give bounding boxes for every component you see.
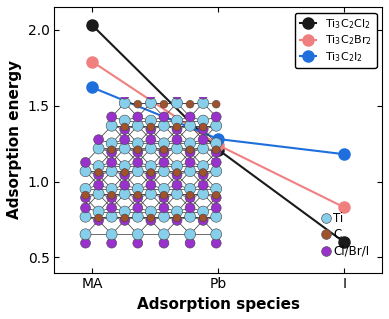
Line: Ti$_3$C$_2$I$_2$: Ti$_3$C$_2$I$_2$ xyxy=(87,82,350,160)
Line: Ti$_3$C$_2$Br$_2$: Ti$_3$C$_2$Br$_2$ xyxy=(87,56,350,213)
Ti$_3$C$_2$I$_2$ xyxy=(90,85,95,89)
Ti$_3$C$_2$Cl$_2$ xyxy=(90,23,95,27)
Ti$_3$C$_2$Cl$_2$ xyxy=(216,148,221,152)
Ti$_3$C$_2$I$_2$ xyxy=(216,137,221,141)
Ti$_3$C$_2$I$_2$ xyxy=(342,152,347,156)
Y-axis label: Adsorption energy: Adsorption energy xyxy=(7,60,22,219)
Ti$_3$C$_2$Br$_2$ xyxy=(90,60,95,63)
Ti$_3$C$_2$Br$_2$ xyxy=(216,143,221,147)
Legend: Ti, C, Cl/Br/I: Ti, C, Cl/Br/I xyxy=(319,208,373,262)
Line: Ti$_3$C$_2$Cl$_2$: Ti$_3$C$_2$Cl$_2$ xyxy=(87,19,350,248)
Ti$_3$C$_2$Cl$_2$ xyxy=(342,240,347,244)
Ti$_3$C$_2$Br$_2$ xyxy=(342,205,347,209)
X-axis label: Adsorption species: Adsorption species xyxy=(137,297,300,312)
